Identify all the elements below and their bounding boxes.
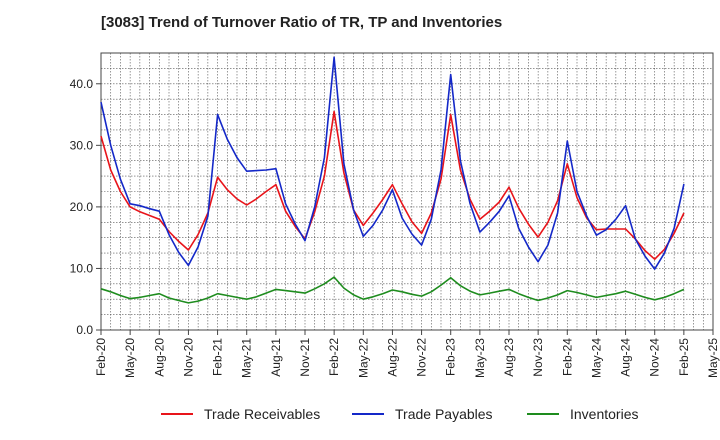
series-line-trade-payables (100, 56, 685, 270)
x-tick-label: Nov-21 (298, 338, 312, 377)
x-tick-label: Aug-23 (502, 338, 516, 377)
y-tick-label: 10.0 (70, 261, 94, 275)
series-lines (100, 56, 685, 304)
x-tick-label: Feb-24 (560, 338, 574, 376)
x-tick-label: Aug-20 (152, 338, 166, 377)
y-tick-label: 0.0 (76, 323, 93, 337)
y-tick-label: 20.0 (70, 200, 94, 214)
x-tick-label: May-20 (123, 338, 137, 378)
x-tick-label: Nov-24 (648, 338, 662, 377)
x-tick-label: May-24 (589, 338, 603, 378)
series-line-trade-receivables (100, 110, 685, 261)
legend-label: Trade Receivables (204, 406, 320, 422)
x-tick-label: Feb-25 (677, 338, 691, 376)
x-tick-label: Aug-24 (619, 338, 633, 377)
grid-lines (101, 53, 713, 330)
x-tick-label: May-21 (240, 338, 254, 378)
legend-label: Inventories (570, 406, 638, 422)
chart-title: [3083] Trend of Turnover Ratio of TR, TP… (101, 14, 503, 31)
x-tick-label: May-22 (356, 338, 370, 378)
legend-label: Trade Payables (395, 406, 493, 422)
y-axis: 0.0 10.0 20.0 30.0 40.0 (70, 77, 101, 337)
x-tick-label: May-23 (473, 338, 487, 378)
x-tick-label: Nov-22 (415, 338, 429, 377)
x-tick-label: Aug-22 (385, 338, 399, 377)
series-line-inventories (100, 276, 685, 304)
x-tick-label: Nov-20 (181, 338, 195, 377)
x-tick-label: May-25 (706, 338, 720, 378)
y-tick-label: 30.0 (70, 138, 94, 152)
x-tick-label: Feb-21 (211, 338, 225, 376)
x-axis: Feb-20 May-20 Aug-20 Nov-20 Feb-21 May-21 Aug-… (94, 330, 720, 378)
x-tick-label: Feb-22 (327, 338, 341, 376)
y-tick-label: 40.0 (70, 77, 94, 91)
x-tick-label: Nov-23 (531, 338, 545, 377)
x-tick-label: Aug-21 (269, 338, 283, 377)
x-tick-label: Feb-20 (94, 338, 108, 376)
legend: Trade Receivables Trade Payables Inventori… (161, 406, 638, 422)
plot-frame (100, 52, 714, 331)
x-tick-label: Feb-23 (444, 338, 458, 376)
